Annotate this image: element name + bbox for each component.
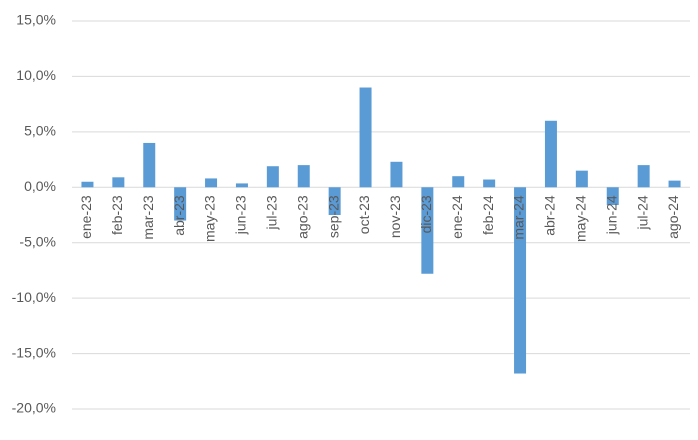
bar	[421, 187, 434, 274]
bar	[235, 183, 248, 188]
bar	[359, 87, 372, 188]
x-tick-label: jun-24	[603, 195, 619, 235]
x-tick-label: jul-23	[264, 195, 280, 230]
x-tick-label: oct-23	[356, 195, 372, 234]
x-tick-label: jun-23	[233, 195, 249, 235]
bar	[266, 166, 279, 188]
y-tick-label: -15,0%	[12, 344, 56, 360]
x-tick-label: feb-23	[109, 195, 125, 235]
bar	[606, 187, 619, 206]
bar	[390, 161, 403, 188]
bar	[637, 165, 650, 188]
bar	[112, 177, 125, 188]
x-tick-label: ago-23	[294, 195, 310, 239]
x-tick-label: ago-24	[665, 195, 681, 239]
bar	[452, 176, 465, 188]
y-tick-label: -20,0%	[12, 400, 56, 416]
x-tick-label: jul-24	[634, 195, 650, 230]
y-tick-label: 5,0%	[24, 123, 56, 139]
x-tick-label: may-24	[573, 195, 589, 242]
bar	[297, 165, 310, 188]
bar	[143, 142, 156, 188]
x-tick-label: mar-23	[140, 195, 156, 240]
x-tick-label: ene-24	[449, 195, 465, 239]
bar	[575, 170, 588, 188]
y-tick-label: 15,0%	[16, 12, 56, 28]
bar	[544, 120, 557, 188]
x-tick-label: abr-23	[171, 195, 187, 236]
bar	[81, 181, 94, 188]
bar	[174, 187, 187, 221]
y-tick-label: 0,0%	[24, 178, 56, 194]
bar	[328, 187, 341, 215]
x-tick-label: sep-23	[325, 195, 341, 238]
bar	[483, 179, 496, 188]
y-tick-label: -5,0%	[19, 233, 56, 249]
x-tick-label: nov-23	[387, 195, 403, 238]
x-tick-label: mar-24	[511, 195, 527, 240]
x-tick-label: dic-23	[418, 195, 434, 233]
x-tick-label: ene-23	[78, 195, 94, 239]
bar	[514, 187, 527, 374]
bar	[205, 178, 218, 188]
x-tick-label: feb-24	[480, 195, 496, 235]
x-tick-label: may-23	[202, 195, 218, 242]
y-tick-label: 10,0%	[16, 67, 56, 83]
bar	[668, 180, 681, 188]
y-tick-label: -10,0%	[12, 289, 56, 305]
x-tick-label: abr-24	[542, 195, 558, 236]
